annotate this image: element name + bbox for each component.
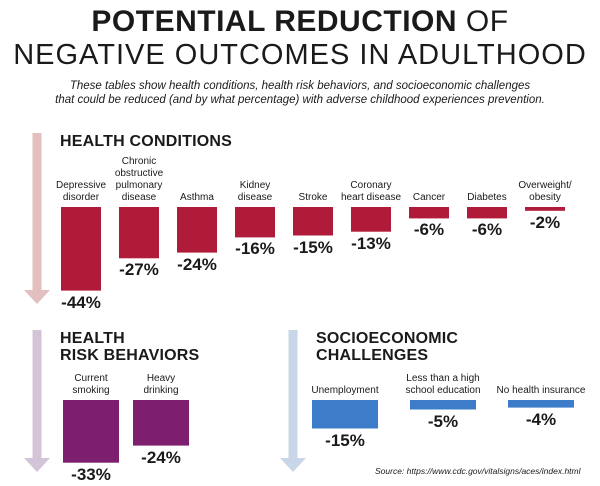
health-condition-bar	[177, 207, 217, 253]
health-risk-behavior-category-label: Current smoking	[72, 373, 110, 396]
health-risk-behavior-value-label: -24%	[141, 447, 181, 467]
health-condition-category-label: Cancer	[412, 192, 446, 203]
source-note: Source: https://www.cdc.gov/vitalsigns/a…	[375, 466, 581, 476]
health-risk-behaviors-arrow	[24, 330, 50, 472]
health-risk-behavior-bar	[133, 400, 189, 446]
health-condition-value-label: -2%	[529, 212, 561, 232]
title-bold: POTENTIAL REDUCTION	[91, 5, 458, 38]
health-condition-bar	[293, 207, 333, 236]
health-condition-bar	[119, 207, 159, 259]
health-condition-value-label: -13%	[351, 233, 391, 253]
health-conditions-arrow	[24, 133, 50, 304]
health-condition-bar	[351, 207, 391, 232]
health-risk-behavior-value-label: -33%	[71, 464, 111, 484]
socioeconomic-bar	[410, 400, 476, 410]
health-condition-category-label: Overweight/ obesity	[518, 180, 572, 203]
health-risk-behavior-category-label: Heavy drinking	[143, 373, 179, 396]
health-condition-category-label: Depressive disorder	[55, 180, 107, 203]
health-condition-bar	[61, 207, 101, 291]
health-condition-value-label: -6%	[471, 220, 503, 240]
title-rest: OF	[465, 5, 509, 38]
health-condition-category-label: Asthma	[180, 192, 214, 203]
subtitle-line2: that could be reduced (and by what perce…	[55, 94, 545, 106]
socioeconomic-category-label: No health insurance	[496, 385, 586, 396]
health-condition-bar	[467, 207, 507, 219]
socioeconomic-value-label: -15%	[325, 430, 365, 450]
health-condition-value-label: -6%	[413, 220, 445, 240]
subtitle-line1: These tables show health conditions, hea…	[69, 80, 531, 92]
socioeconomic-bar	[312, 400, 378, 429]
socioeconomic-value-label: -4%	[525, 409, 557, 429]
health-condition-value-label: -24%	[177, 254, 217, 274]
health-condition-value-label: -16%	[235, 239, 275, 259]
health-condition-bar	[409, 207, 449, 219]
socioeconomic-bar	[508, 400, 574, 408]
socioeconomic-arrow	[280, 330, 306, 472]
page-title: POTENTIAL REDUCTION OF	[0, 4, 600, 40]
health-risk-behaviors-title: HEALTH RISK BEHAVIORS	[60, 330, 200, 364]
health-conditions-title: HEALTH CONDITIONS	[60, 133, 232, 150]
health-condition-category-label: Coronary heart disease	[340, 180, 402, 203]
health-risk-behavior-bar	[63, 400, 119, 463]
health-condition-bar	[525, 207, 565, 211]
health-condition-category-label: Chronic obstructive pulmonary disease	[114, 156, 164, 203]
health-condition-value-label: -44%	[61, 292, 101, 312]
socioeconomic-value-label: -5%	[427, 411, 459, 431]
health-condition-bar	[235, 207, 275, 238]
health-condition-value-label: -27%	[119, 260, 159, 280]
socioeconomic-category-label: Less than a high school education	[405, 373, 481, 396]
socioeconomic-challenges-title: SOCIOECONOMIC CHALLENGES	[316, 330, 459, 364]
health-condition-category-label: Stroke	[298, 192, 328, 203]
socioeconomic-category-label: Unemployment	[311, 385, 379, 396]
page-title-line2: NEGATIVE OUTCOMES IN ADULTHOOD	[13, 39, 587, 71]
health-condition-category-label: Diabetes	[467, 192, 507, 203]
health-condition-category-label: Kidney disease	[237, 180, 273, 203]
health-condition-value-label: -15%	[293, 237, 333, 257]
